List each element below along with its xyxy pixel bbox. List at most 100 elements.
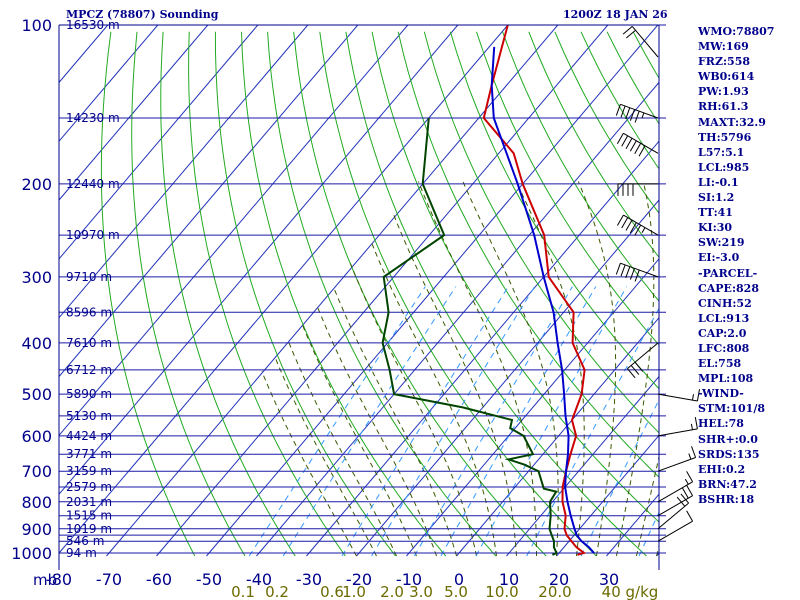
height-label: 1515 m [66,509,112,523]
height-label: 546 m [66,534,104,548]
pressure-tick-label: 600 [21,427,52,446]
moist-adiabat-line [616,181,655,557]
dry-adiabat-line [397,31,659,478]
wind-barb [622,26,659,58]
temperature-tick-label: -10 [396,570,422,589]
dry-adiabat-line [267,31,497,557]
isotherm-line [356,199,659,557]
index-item: BRN:47.2 [698,477,757,491]
index-item: TT:41 [698,206,733,220]
isotherm-line [59,25,459,496]
isotherm-line [206,25,659,557]
dry-adiabat-line [319,31,597,557]
isotherm-line [256,81,659,557]
index-item: WB0:614 [698,70,755,84]
dry-adiabat-line [476,31,659,346]
index-item: TH:5796 [698,130,752,144]
index-item: PW:1.93 [698,85,749,99]
isotherm-line [59,25,359,378]
dry-adiabat-line [100,31,196,557]
wind-barb [615,262,659,282]
pressure-tick-label: 400 [21,334,52,353]
temperature-tick-label: -20 [346,570,372,589]
index-item: EL:758 [698,357,742,371]
index-item: SI:1.2 [698,191,735,205]
index-item: LFC:808 [698,341,750,355]
index-item: MPL:108 [698,372,754,386]
isotherm-line [556,434,659,557]
index-item: STM:101/8 [698,402,765,416]
index-item: SHR+:0.0 [698,432,758,446]
moist-adiabat-line [261,371,357,557]
height-label: 10970 m [66,228,120,242]
index-item: -WIND- [698,387,744,401]
mixing-ratio-label: 2.0 [380,583,404,600]
wind-barb [615,103,659,123]
dry-adiabat-line [293,31,547,557]
temperature-axis: mb-80 -70 -60 -50 -40 -30 -20 -10 0 10 20 30 [33,570,619,589]
mixing-ratio-line [282,286,457,557]
temperature-tick-label: -50 [196,570,222,589]
wind-barb [616,214,659,236]
moist-adiabat-line [288,341,397,557]
dry-adiabat-line [160,31,296,557]
dry-adiabat-line [131,31,246,557]
dry-adiabat-line [423,31,659,434]
wind-barb [657,471,694,503]
height-label: 14230 m [66,111,120,125]
wind-barb [627,342,659,379]
height-label: 2031 m [66,495,112,509]
isotherm-line [59,25,209,201]
dry-adiabat-line [345,31,647,557]
isotherm-line [106,25,559,557]
index-item: SRDS:135 [698,447,760,461]
mixing-ratio-label: 0.2 [265,583,289,600]
height-label: 3771 m [66,447,112,461]
height-label: 4424 m [66,429,112,443]
index-item: BSHR:18 [698,492,755,506]
temperature-tick-label: -30 [296,570,322,589]
temperature-profile [482,25,587,556]
dry-adiabat-line [241,31,447,557]
moist-adiabat-line [274,355,377,557]
height-labels: 16530 m 14230 m 12440 m 10970 m 9710 m 8596 m… [66,18,120,560]
mixing-ratio-label: 40 g/kg [602,583,659,600]
isotherm-line [59,25,159,143]
wind-barb [657,417,698,437]
mixing-ratio-line [341,286,509,557]
index-item: HEL:78 [698,417,744,431]
temperature-tick-label: -60 [146,570,172,589]
pressure-tick-label: 200 [21,175,52,194]
isotherm-line [59,25,509,554]
height-label: 9710 m [66,270,112,284]
pressure-tick-label: 700 [21,462,52,481]
dry-adiabat-line [371,31,659,523]
temperature-tick-label: -80 [46,570,72,589]
height-label: 94 m [66,546,97,560]
mixing-ratio-label: 0.1 [231,583,255,600]
indices-panel: WMO:78807 MW:169 FRZ:558 WB0:614 PW:1.93 RH:6… [698,24,798,507]
pressure-tick-label: 800 [21,493,52,512]
mixing-ratio-label: 1.0 [342,583,366,600]
isotherm-line [406,258,659,557]
moist-adiabat-line [350,263,477,557]
pressure-tick-label: 1000 [11,544,52,563]
mixing-ratio-axis: 0.1 0.2 0.61.0 2.0 3.0 5.0 10.0 20.0 40 g/kg [231,583,658,600]
isotherm-line [59,25,259,260]
mixing-ratio-label: 3.0 [409,583,433,600]
mixing-ratio-line [526,307,659,557]
wind-barb [657,510,694,542]
mixing-ratio-line [371,286,536,557]
mixing-ratio-label: 0.6 [320,583,344,600]
dewpoint-profile [381,117,558,556]
index-item: MW:169 [698,40,749,54]
height-label: 12440 m [66,177,120,191]
dry-adiabat-line [188,31,346,557]
isotherm-line [59,25,309,319]
moist-adiabat-line [577,181,617,557]
index-item: EI:-3.0 [698,251,740,265]
index-item: EHI:0.2 [698,462,746,476]
wind-barb [657,446,697,472]
moist-adiabat-line [636,454,659,557]
